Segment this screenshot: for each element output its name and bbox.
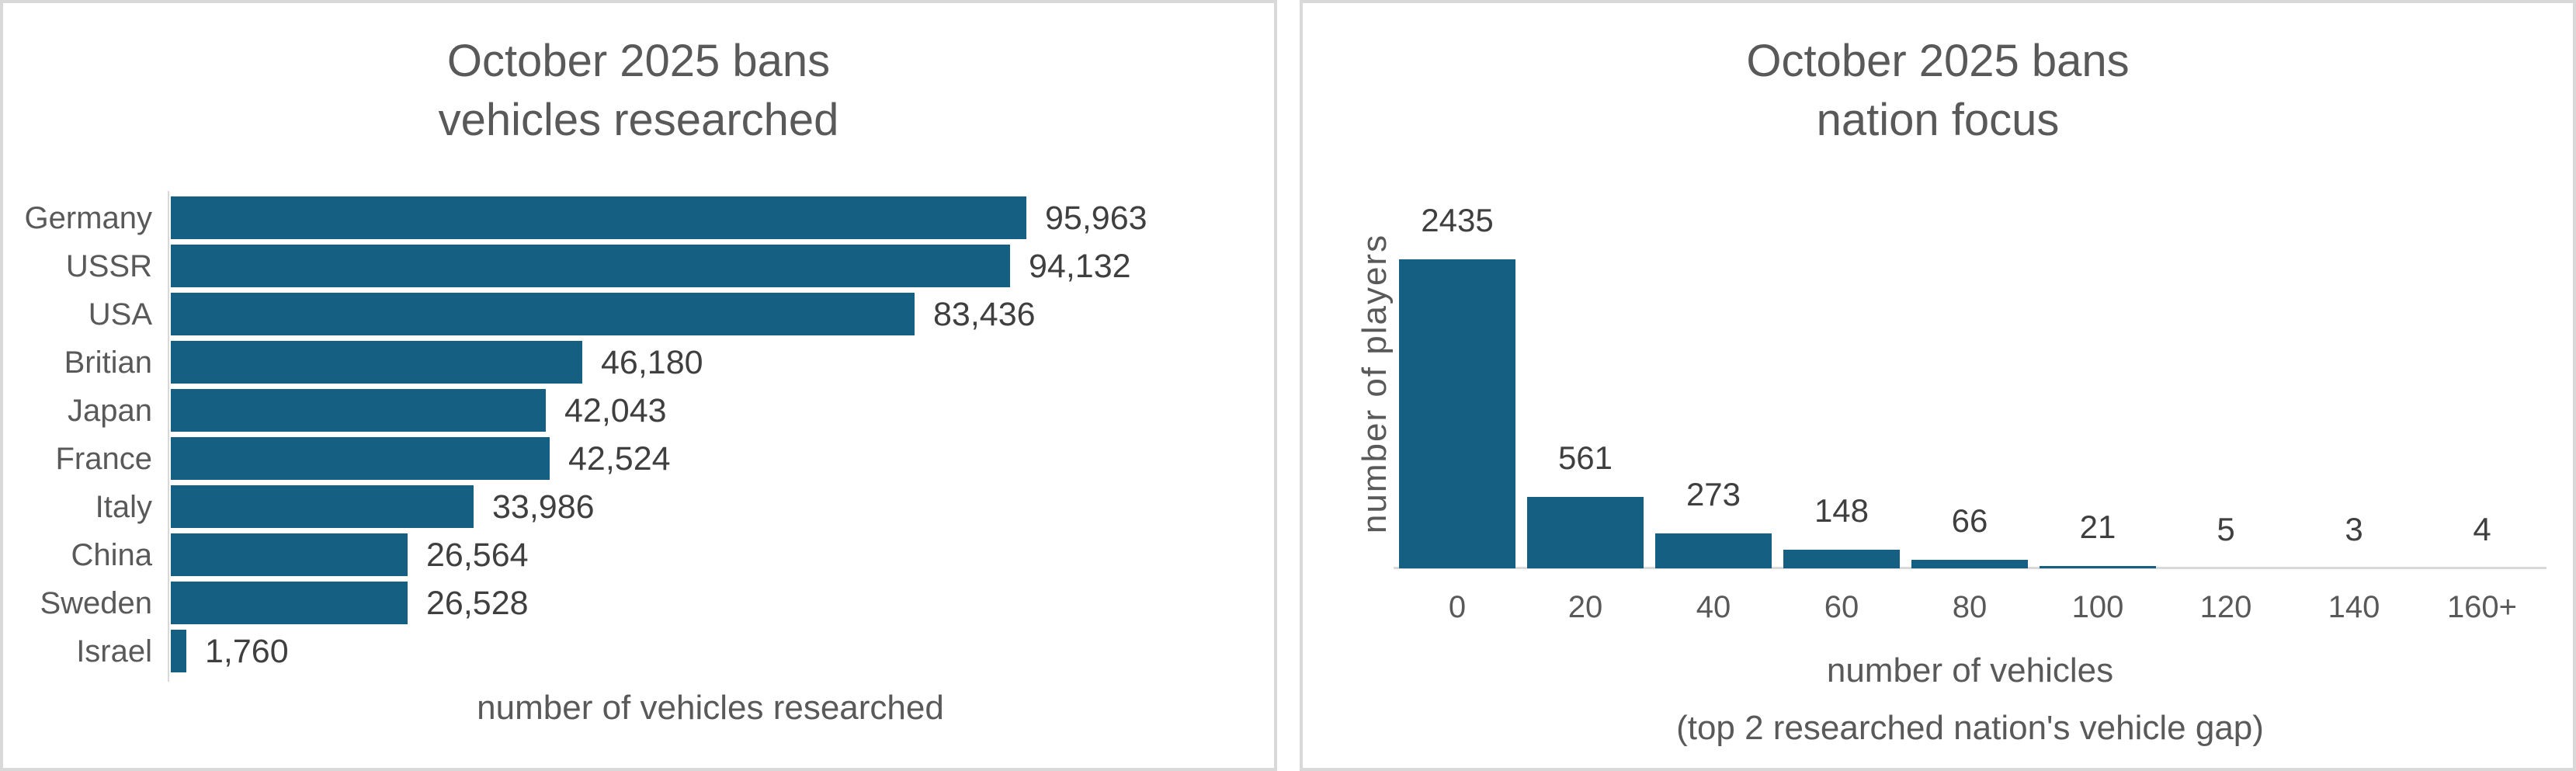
bar-80 [1911,560,2028,568]
right-category-label: 120 [2199,590,2252,624]
left-chart-title-line2: vehicles researched [438,95,839,145]
right-category-label: 0 [1448,590,1467,624]
bar-60 [1783,550,1900,568]
right-value-label: 2435 [1421,202,1494,238]
bar-0 [1399,259,1515,568]
right-value-label: 273 [1686,476,1741,512]
right-chart-title-line1: October 2025 bans [1746,36,2130,86]
left-category-label: Japan [68,394,152,428]
bar-japan [171,389,546,432]
left-x-axis-title: number of vehicles researched [477,689,944,727]
right-category-label: 80 [1952,590,1988,624]
left-category-label: USSR [65,249,152,283]
left-value-label: 42,524 [568,440,671,478]
right-category-label: 60 [1824,590,1859,624]
left-category-label: China [71,538,152,572]
bar-britian [171,341,582,384]
left-chart-panel [0,0,1277,771]
left-category-label: Italy [95,490,152,524]
bar-20 [1527,497,1644,568]
left-category-label: Sweden [40,586,152,620]
right-category-label: 140 [2328,590,2380,624]
left-value-label: 94,132 [1029,248,1131,285]
left-category-label: France [55,442,153,476]
bar-france [171,437,550,480]
bar-germany [171,196,1026,239]
right-value-label: 21 [2079,509,2116,545]
bar-israel [171,630,186,672]
right-value-label: 148 [1814,492,1870,529]
left-value-label: 33,986 [492,488,595,526]
right-y-axis-title: number of players [1356,233,1394,534]
right-x-axis-title-line1: number of vehicles [1826,651,2114,689]
bar-italy [171,485,474,528]
right-category-label: 100 [2071,590,2124,624]
bar-sweden [171,582,408,624]
left-category-label: Britian [64,346,152,380]
left-chart-title-line1: October 2025 bans [446,36,831,86]
bar-ussr [171,245,1010,287]
right-value-label: 3 [2345,511,2363,547]
left-value-label: 26,564 [426,537,529,574]
left-value-label: 1,760 [205,633,289,670]
right-value-label: 561 [1557,439,1613,476]
right-category-label: 40 [1696,590,1731,624]
left-category-label: Israel [76,634,152,669]
bar-china [171,533,408,576]
left-y-axis-line [168,191,169,682]
left-category-label: Germany [24,201,153,235]
right-chart-title-line2: nation focus [1816,95,2060,145]
left-value-label: 95,963 [1045,200,1147,237]
bar-usa [171,293,915,335]
bar-100 [2040,566,2156,568]
left-value-label: 46,180 [601,344,703,381]
left-value-label: 83,436 [933,296,1036,333]
right-value-label: 66 [1951,502,1988,539]
left-value-label: 26,528 [426,585,529,622]
right-category-label: 20 [1567,590,1603,624]
right-value-label: 4 [2473,511,2491,547]
left-category-label: USA [88,297,152,332]
bar-40 [1655,533,1772,568]
right-x-axis-title-line2: (top 2 researched nation's vehicle gap) [1676,709,2264,747]
right-category-label: 160+ [2446,590,2518,624]
right-value-label: 5 [2217,511,2235,547]
left-value-label: 42,043 [564,392,667,429]
